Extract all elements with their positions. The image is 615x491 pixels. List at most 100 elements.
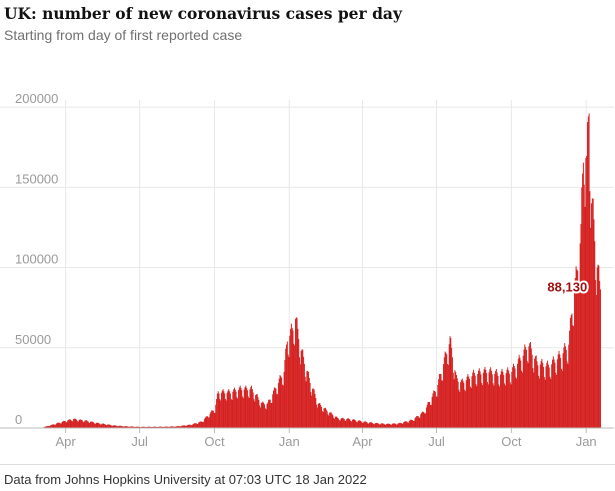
daily-case-bar bbox=[83, 422, 85, 428]
daily-case-bar bbox=[316, 407, 318, 428]
daily-case-bar bbox=[113, 425, 115, 428]
daily-case-bar bbox=[348, 418, 350, 428]
daily-case-bar bbox=[495, 370, 497, 428]
daily-case-bar bbox=[431, 396, 433, 428]
daily-case-bar bbox=[282, 385, 284, 428]
daily-case-bar bbox=[276, 393, 278, 428]
daily-case-bar bbox=[582, 173, 584, 428]
daily-case-bar bbox=[580, 223, 582, 428]
daily-case-bar bbox=[284, 359, 286, 428]
daily-case-bar bbox=[90, 421, 91, 428]
daily-case-bar bbox=[534, 356, 536, 428]
daily-case-bar bbox=[511, 371, 513, 428]
x-tick-label: Oct bbox=[501, 434, 522, 449]
daily-case-bar bbox=[108, 424, 110, 428]
daily-case-bar bbox=[265, 409, 267, 428]
daily-case-bar bbox=[223, 391, 225, 428]
daily-case-bar bbox=[587, 116, 589, 428]
daily-case-bar bbox=[512, 363, 514, 428]
daily-case-bar bbox=[262, 401, 264, 428]
daily-case-bar bbox=[430, 404, 432, 428]
daily-case-bar bbox=[181, 425, 183, 428]
daily-case-bar bbox=[388, 423, 390, 428]
daily-case-bar bbox=[564, 343, 566, 428]
daily-case-bar bbox=[473, 369, 475, 428]
daily-case-bar bbox=[525, 347, 527, 428]
daily-case-bar bbox=[483, 369, 485, 428]
daily-case-bar bbox=[332, 415, 334, 428]
daily-case-bar bbox=[102, 423, 104, 428]
daily-case-bar bbox=[549, 376, 551, 428]
daily-case-bar bbox=[383, 423, 385, 428]
daily-case-bar bbox=[63, 420, 65, 428]
daily-case-bar bbox=[77, 421, 79, 428]
daily-case-bar bbox=[290, 328, 292, 428]
daily-case-bar bbox=[322, 412, 324, 428]
daily-case-bar bbox=[160, 426, 162, 428]
daily-case-bar bbox=[77, 421, 78, 428]
daily-case-bar bbox=[199, 421, 200, 428]
daily-case-bar bbox=[335, 416, 337, 428]
daily-case-bar bbox=[154, 426, 156, 428]
daily-case-bar bbox=[59, 423, 61, 428]
daily-case-bar bbox=[355, 421, 357, 428]
annotation-value-label: 88,130 bbox=[547, 280, 587, 295]
daily-case-bar bbox=[412, 420, 414, 428]
daily-case-bar bbox=[487, 384, 489, 428]
daily-case-bar bbox=[594, 241, 596, 428]
daily-case-bar bbox=[118, 425, 120, 428]
daily-case-bar bbox=[299, 364, 301, 428]
daily-case-bar bbox=[285, 348, 287, 428]
daily-case-bar bbox=[124, 426, 126, 428]
x-tick-label: Jan bbox=[279, 434, 300, 449]
daily-case-bar bbox=[463, 382, 465, 428]
daily-case-bar bbox=[135, 426, 137, 428]
daily-case-bar bbox=[228, 389, 230, 428]
daily-case-bar bbox=[453, 379, 455, 428]
x-tick-label: Apr bbox=[352, 434, 373, 449]
daily-case-bar bbox=[524, 344, 526, 428]
daily-case-bar bbox=[399, 422, 401, 428]
daily-case-bar bbox=[330, 412, 332, 428]
daily-case-bar bbox=[235, 391, 237, 428]
daily-case-bar bbox=[472, 372, 474, 428]
daily-case-bar bbox=[543, 377, 545, 428]
daily-case-bar bbox=[197, 423, 199, 428]
daily-case-bar bbox=[193, 423, 195, 428]
daily-case-bar bbox=[586, 122, 588, 428]
daily-case-bar bbox=[221, 390, 223, 428]
daily-case-bar bbox=[546, 362, 548, 428]
daily-case-bar bbox=[414, 418, 416, 428]
daily-case-bar bbox=[525, 349, 527, 428]
daily-case-bar bbox=[264, 408, 266, 428]
daily-case-bar bbox=[445, 352, 447, 428]
daily-case-bar bbox=[219, 399, 221, 428]
daily-case-bar bbox=[101, 423, 103, 428]
daily-case-bar bbox=[312, 388, 314, 428]
daily-case-bar bbox=[268, 399, 270, 428]
daily-case-bar bbox=[333, 417, 335, 428]
daily-case-bar bbox=[497, 375, 499, 428]
daily-case-bar bbox=[440, 374, 442, 428]
daily-case-bar bbox=[402, 423, 404, 428]
daily-case-bar bbox=[384, 424, 386, 428]
daily-case-bar bbox=[204, 417, 206, 428]
daily-case-bar bbox=[311, 395, 313, 428]
daily-case-bar bbox=[556, 374, 558, 428]
daily-case-bar bbox=[403, 421, 405, 428]
daily-case-bar bbox=[499, 374, 501, 428]
daily-case-bar bbox=[184, 425, 186, 428]
daily-case-bar bbox=[533, 372, 535, 428]
daily-case-bar bbox=[363, 421, 365, 428]
daily-case-bar bbox=[141, 426, 143, 428]
daily-case-bar bbox=[426, 404, 428, 428]
daily-case-bar bbox=[90, 421, 92, 428]
daily-case-bar bbox=[408, 420, 410, 428]
daily-case-bar bbox=[504, 385, 506, 428]
daily-case-bars bbox=[17, 113, 601, 428]
daily-case-bar bbox=[114, 425, 116, 428]
daily-case-bar bbox=[331, 413, 333, 428]
daily-case-bar bbox=[220, 400, 222, 428]
daily-case-bar bbox=[396, 424, 398, 428]
daily-case-bar bbox=[194, 423, 196, 428]
